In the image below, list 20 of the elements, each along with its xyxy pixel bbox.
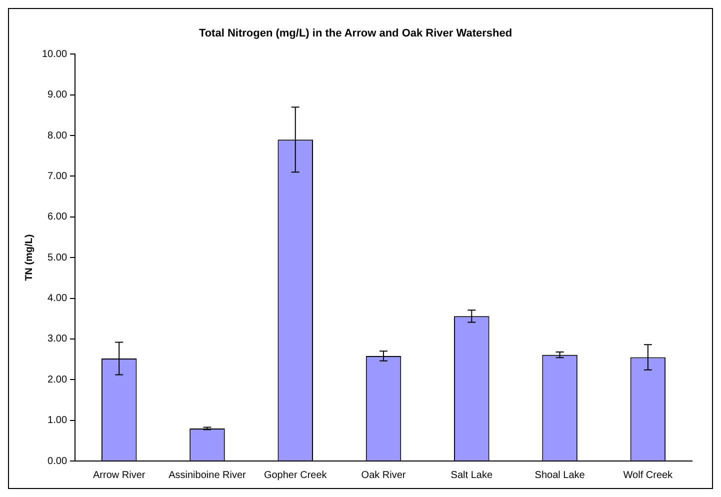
y-tick-label: 9.00 [48, 90, 68, 101]
x-tick-label: Salt Lake [450, 470, 493, 481]
y-tick-label: 3.00 [48, 334, 68, 345]
y-tick-label: 10.00 [42, 48, 68, 60]
x-tick-label: Wolf Creek [623, 470, 674, 481]
y-tick-label: 6.00 [48, 212, 68, 223]
y-tick-label: 1.00 [48, 415, 68, 426]
x-tick-label: Assiniboine River [168, 470, 247, 481]
y-tick-label: 2.00 [48, 374, 68, 386]
y-tick-label: 5.00 [48, 252, 68, 264]
y-tick-label: 7.00 [48, 170, 68, 182]
y-tick-label: 0.00 [48, 456, 68, 467]
y-axis-title: TN (mg/L) [24, 234, 35, 281]
x-tick-label: Arrow River [92, 470, 146, 481]
x-tick-label: Shoal Lake [534, 470, 586, 481]
x-tick-label: Oak River [361, 470, 406, 481]
y-tick-label: 4.00 [48, 293, 68, 304]
chart-title: Total Nitrogen (mg/L) in the Arrow and Oak River Watershed [198, 28, 512, 40]
x-tick-label: Gopher Creek [264, 470, 328, 481]
y-tick-label: 8.00 [48, 130, 68, 142]
